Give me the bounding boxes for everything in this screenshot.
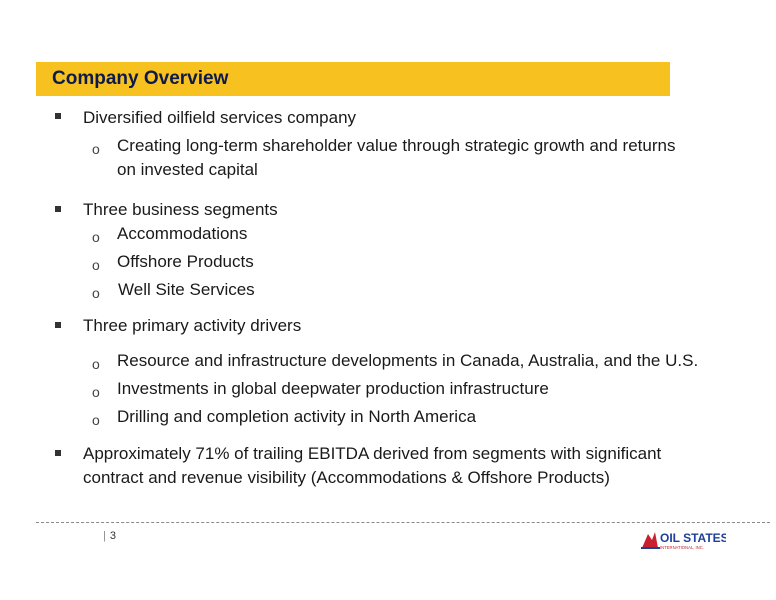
bullet-text: Three primary activity drivers <box>83 316 302 335</box>
sub-bullet-text: Offshore Products <box>117 252 254 271</box>
square-bullet-icon <box>55 113 61 119</box>
sub-bullet-text: Investments in global deepwater producti… <box>117 379 549 398</box>
footer-divider <box>36 522 770 523</box>
circle-bullet-icon: o <box>92 257 100 273</box>
square-bullet-icon <box>55 322 61 328</box>
circle-bullet-icon: o <box>92 285 100 301</box>
logo-text: OIL STATES <box>660 531 726 545</box>
bullet-text: Approximately 71% of trailing EBITDA der… <box>83 444 662 463</box>
page-title: Company Overview <box>52 68 229 89</box>
circle-bullet-icon: o <box>92 384 100 400</box>
sub-bullet-text: Accommodations <box>117 224 248 243</box>
sub-bullet-text-continued: on invested capital <box>117 160 258 179</box>
page-number-value: 3 <box>109 530 116 542</box>
square-bullet-icon <box>55 450 61 456</box>
sub-bullet-text: Drilling and completion activity in Nort… <box>117 407 477 426</box>
circle-bullet-icon: o <box>92 229 100 245</box>
circle-bullet-icon: o <box>92 356 100 372</box>
bullet-text: Diversified oilfield services company <box>83 108 357 127</box>
sub-bullet-text: Resource and infrastructure developments… <box>117 351 699 370</box>
logo-emblem-icon <box>642 532 658 548</box>
circle-bullet-icon: o <box>92 141 100 157</box>
sub-bullet-text: Well Site Services <box>118 280 255 299</box>
sub-bullet-text: Creating long-term shareholder value thr… <box>117 136 676 155</box>
square-bullet-icon <box>55 206 61 212</box>
bullet-text-continued: contract and revenue visibility (Accommo… <box>83 468 610 487</box>
page-number: | 3 <box>103 530 116 542</box>
circle-bullet-icon: o <box>92 412 100 428</box>
bullet-text: Three business segments <box>83 200 278 219</box>
title-bar: Company Overview <box>36 62 670 96</box>
logo-subtext: INTERNATIONAL, INC. <box>660 545 704 550</box>
oil-states-logo: OIL STATES INTERNATIONAL, INC. <box>641 531 726 550</box>
page-separator: | <box>103 530 106 542</box>
